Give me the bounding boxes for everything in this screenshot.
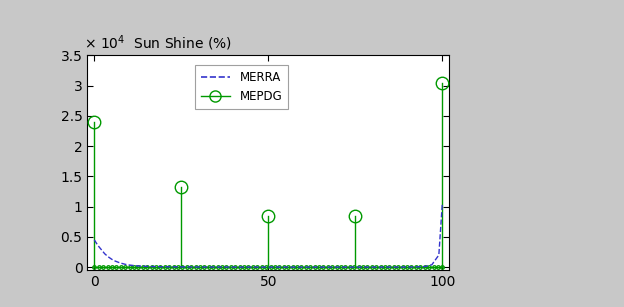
Legend: MERRA, MEPDG: MERRA, MEPDG <box>195 65 288 109</box>
Text: $\times$ 10$^4$  Sun Shine (%): $\times$ 10$^4$ Sun Shine (%) <box>84 33 232 53</box>
